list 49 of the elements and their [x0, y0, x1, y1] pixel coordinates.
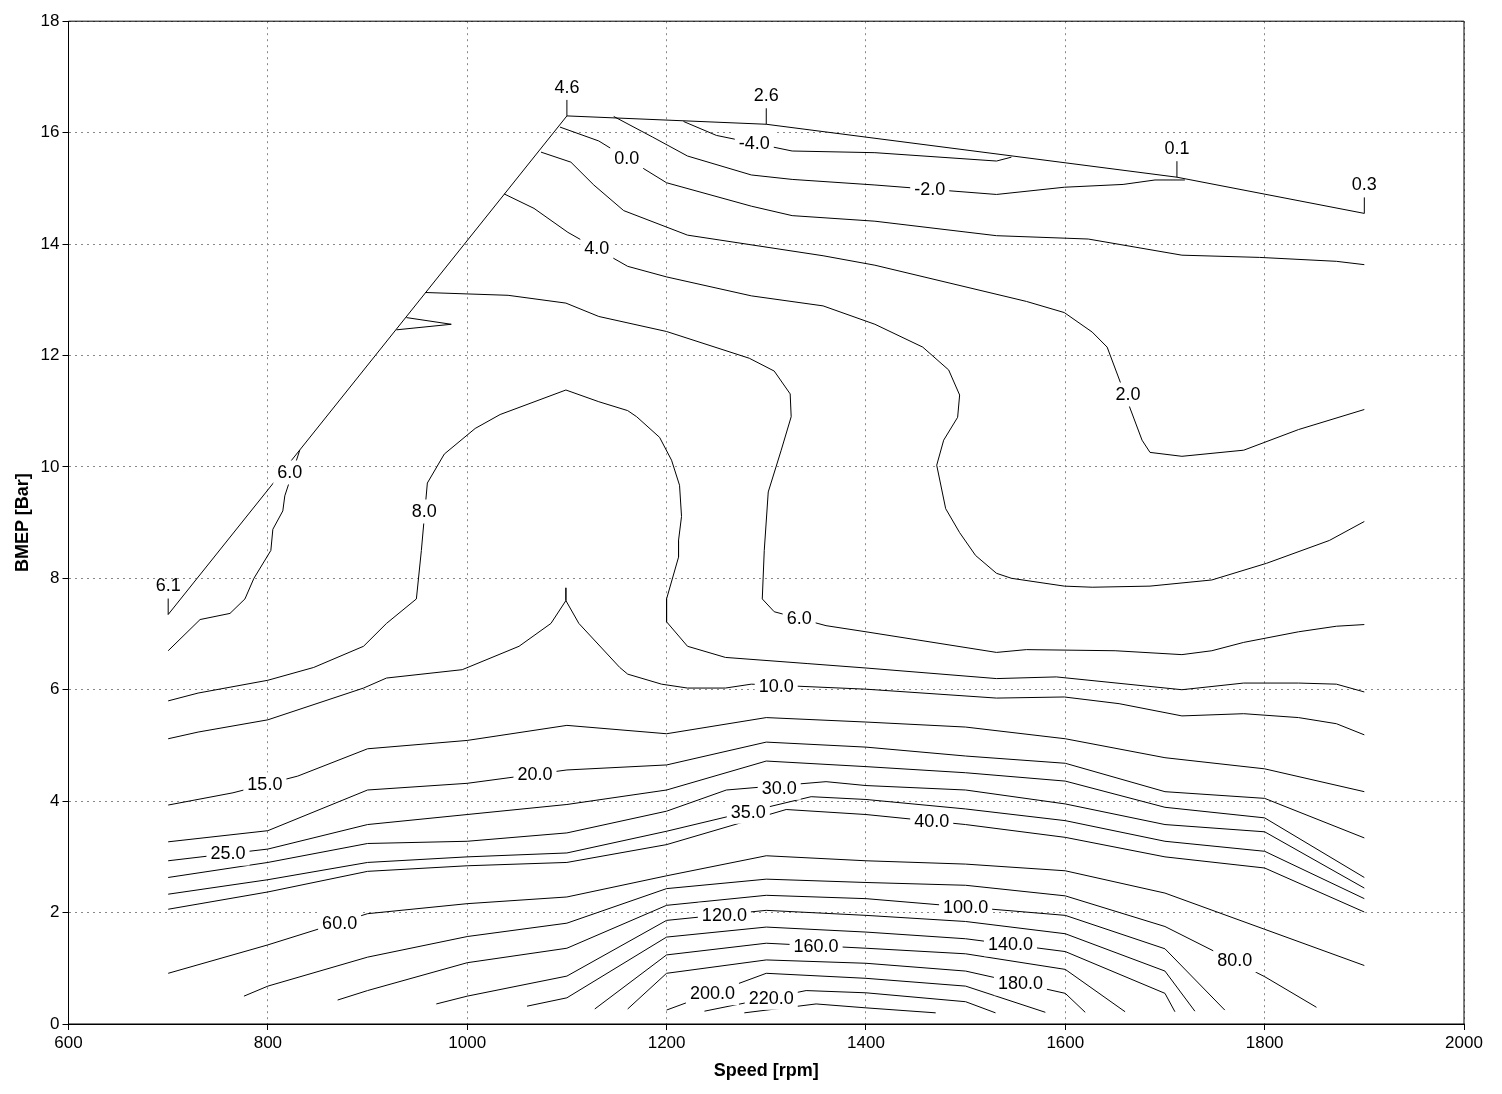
x-tick-label: 2000: [1445, 1032, 1483, 1052]
annotation: 25.0: [210, 843, 246, 864]
y-tick-label: 18: [40, 10, 60, 30]
annotation: 4.6: [554, 76, 580, 97]
annotation: 20.0: [517, 764, 553, 785]
annotation: 10.0: [758, 675, 794, 696]
y-tick-label: 6: [50, 679, 60, 699]
y-tick-label: 8: [50, 568, 60, 587]
annotation: 200.0: [689, 983, 735, 1004]
x-axis-title: Speed [rpm]: [713, 1060, 819, 1081]
annotation: 180.0: [997, 973, 1043, 994]
annotation: 8.0: [411, 501, 437, 522]
x-tick-label: 600: [54, 1032, 83, 1052]
annotation: 40.0: [914, 811, 950, 832]
annotation: 140.0: [987, 934, 1033, 955]
annotation: 160.0: [793, 935, 839, 956]
annotation: 60.0: [322, 912, 358, 933]
annotation: 100.0: [943, 896, 989, 917]
annotation: 4.0: [584, 238, 610, 259]
x-tick-label: 1000: [448, 1032, 487, 1052]
y-tick-label: 0: [50, 1013, 60, 1033]
x-tick-label: 1400: [847, 1032, 885, 1052]
x-tick-label: 1200: [647, 1032, 686, 1052]
annotation: 80.0: [1217, 950, 1253, 971]
y-tick-label: 14: [40, 233, 60, 253]
annotation: 35.0: [730, 801, 766, 822]
y-tick-label: 16: [40, 122, 60, 142]
annotation: 0.1: [1164, 138, 1190, 159]
annotation: -4.0: [738, 132, 770, 153]
annotation: 2.6: [753, 85, 779, 106]
annotation: 6.0: [277, 462, 303, 483]
annotation: -2.0: [914, 179, 946, 200]
annotation: 6.0: [786, 608, 812, 629]
annotation: 15.0: [247, 774, 283, 795]
y-axis-title: BMEP [Bar]: [11, 473, 32, 572]
annotation: 30.0: [761, 777, 797, 798]
y-tick-label: 12: [40, 345, 60, 365]
x-tick-label: 1800: [1245, 1032, 1284, 1052]
annotation: 0.0: [614, 148, 640, 169]
annotation: 0.3: [1351, 174, 1377, 195]
annotation: 120.0: [701, 904, 747, 925]
y-tick-label: 2: [50, 902, 60, 922]
annotation: 2.0: [1115, 384, 1141, 405]
y-tick-label: 10: [40, 456, 60, 476]
annotation: 220.0: [748, 987, 794, 1008]
y-tick-label: 4: [50, 790, 60, 810]
annotation: 6.1: [155, 575, 181, 596]
x-tick-label: 1600: [1046, 1032, 1085, 1052]
x-tick-label: 800: [253, 1032, 283, 1052]
